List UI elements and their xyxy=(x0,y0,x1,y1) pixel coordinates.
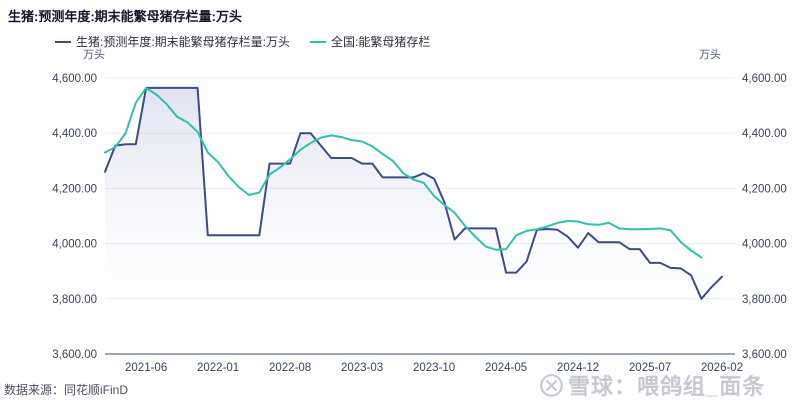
y-axis-label-right: 4,000.00 xyxy=(742,239,787,251)
y-axis-label-left: 4,600.00 xyxy=(52,73,97,85)
y-axis-label-left: 3,800.00 xyxy=(52,294,97,306)
series-area-fill xyxy=(105,87,722,355)
legend: 生猪:预测年度:期末能繁母猪存栏量:万头 全国:能繁母猪存栏 xyxy=(55,33,430,50)
axis-label-layer: 3,600.00 3,600.00 3,800.00 3,800.00 4,000.00… xyxy=(52,73,787,374)
y-axis-label-right: 3,800.00 xyxy=(742,294,787,306)
legend-item-label: 全国:能繁母猪存栏 xyxy=(331,35,431,49)
x-axis-label: 2022-01 xyxy=(197,362,239,374)
y-axis-unit-right: 万头 xyxy=(699,49,721,61)
x-axis-label: 2022-08 xyxy=(269,362,311,374)
x-axis-label: 2023-03 xyxy=(341,362,383,374)
legend-item-label: 生猪:预测年度:期末能繁母猪存栏量:万头 xyxy=(76,35,291,49)
legend-item-1[interactable]: 全国:能繁母猪存栏 xyxy=(310,33,430,50)
y-axis-label-left: 4,200.00 xyxy=(52,183,97,195)
data-source-note: 数据来源：同花顺iFinD xyxy=(4,383,129,397)
x-axis-label: 2024-12 xyxy=(557,362,599,374)
y-axis-label-right: 4,600.00 xyxy=(742,73,787,85)
y-axis-label-right: 4,400.00 xyxy=(742,128,787,140)
y-axis-label-left: 4,000.00 xyxy=(52,239,97,251)
x-axis-label: 2023-10 xyxy=(413,362,455,374)
x-axis-label: 2026-02 xyxy=(701,362,743,374)
legend-line-swatch xyxy=(310,40,327,43)
series-line-1 xyxy=(104,86,703,259)
chart-title: 生猪:预测年度:期末能繁母猪存栏量:万头 xyxy=(8,9,242,24)
series-line-0 xyxy=(104,86,723,300)
y-axis-label-left: 4,400.00 xyxy=(52,128,97,140)
x-axis-label: 2021-06 xyxy=(125,362,167,374)
series-layer xyxy=(104,86,723,355)
watermark-text: 雪球：喂鸽组_面条 xyxy=(568,374,766,399)
legend-item-0[interactable]: 生猪:预测年度:期末能繁母猪存栏量:万头 xyxy=(55,33,290,50)
x-axis-label: 2025-07 xyxy=(629,362,671,374)
legend-line-swatch xyxy=(55,40,71,43)
xueqiu-logo-icon xyxy=(540,373,563,397)
watermark: 雪球：喂鸽组_面条 xyxy=(539,369,765,401)
y-axis-unit-left: 万头 xyxy=(83,49,105,61)
x-axis-label: 2024-05 xyxy=(485,362,527,374)
y-axis-label-right: 4,200.00 xyxy=(742,183,787,195)
y-axis-label-left: 3,600.00 xyxy=(52,349,97,361)
y-axis-label-right: 3,600.00 xyxy=(742,349,787,361)
